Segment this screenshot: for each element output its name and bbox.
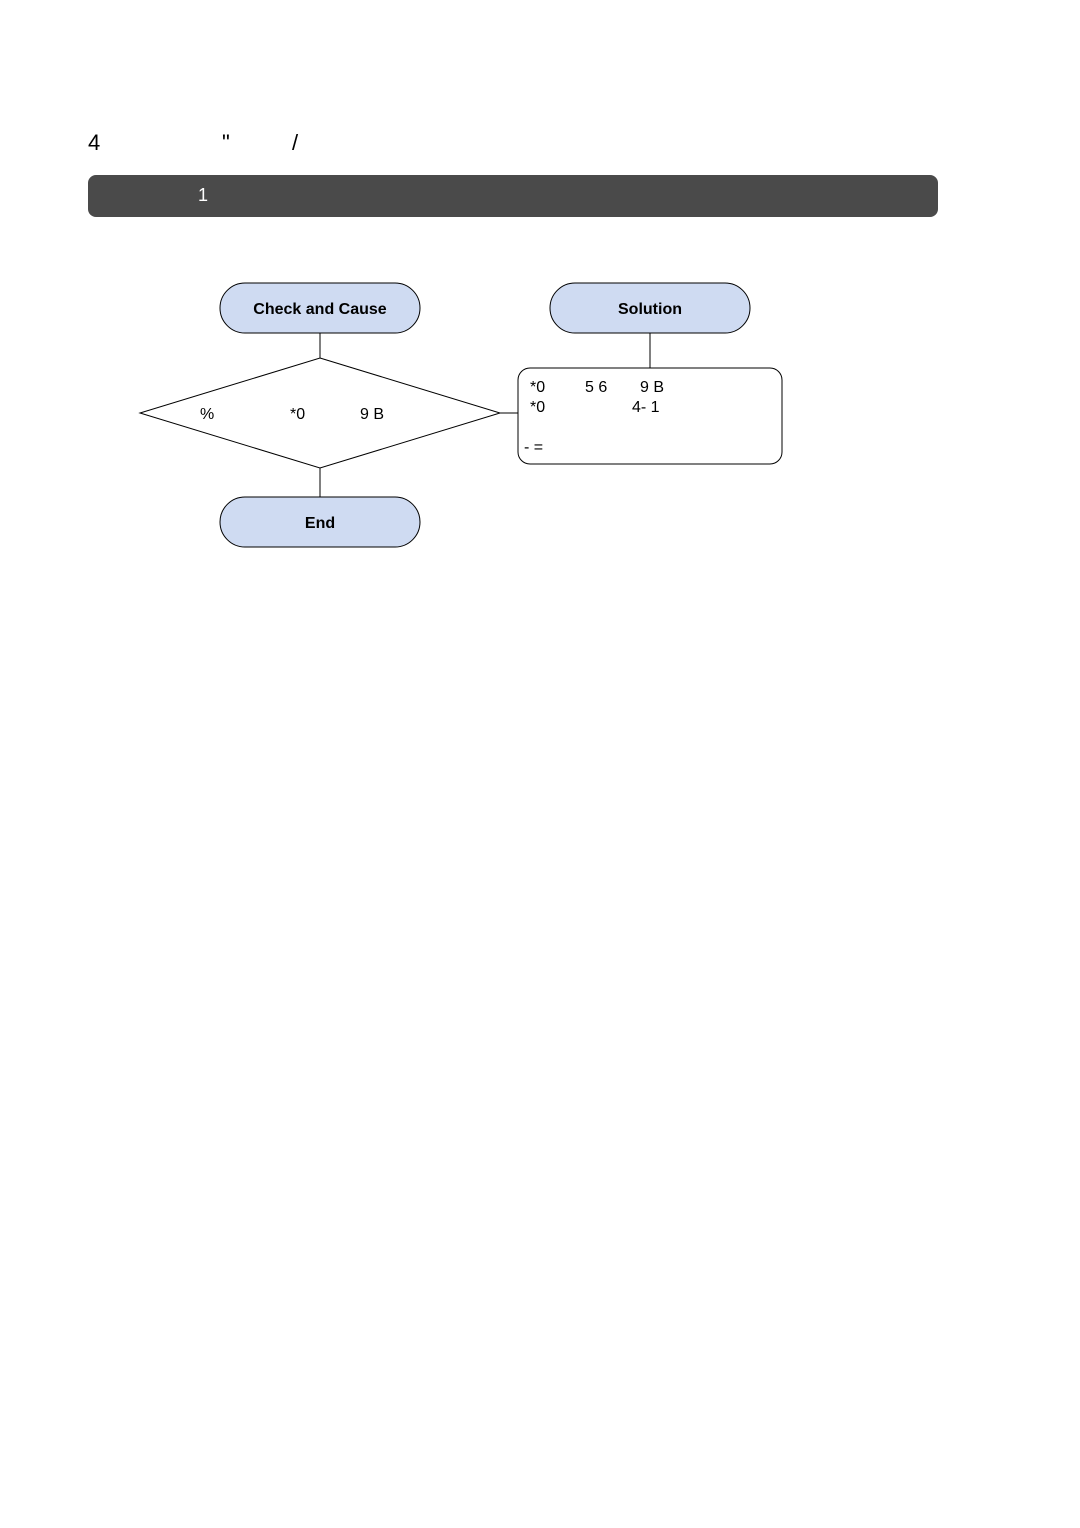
node-decision <box>140 358 500 468</box>
solution-box-l1-a: *0 <box>530 379 545 396</box>
solution-box-l2-a: *0 <box>530 399 545 416</box>
node-end-label: End <box>305 515 335 532</box>
decision-text-1: % <box>200 406 214 423</box>
node-solution-label: Solution <box>618 301 682 318</box>
flowchart: Check and Cause Solution % *0 9 B *0 5 6… <box>0 0 1080 700</box>
solution-box-l1-c: 9 B <box>640 379 664 396</box>
solution-box-l2-b: 4- 1 <box>632 399 660 416</box>
decision-text-3: 9 B <box>360 406 384 423</box>
decision-text-2: *0 <box>290 406 305 423</box>
solution-box-l1-b: 5 6 <box>585 379 607 396</box>
node-check-cause-label: Check and Cause <box>253 301 386 318</box>
solution-box-l3-a: - = <box>524 439 543 456</box>
